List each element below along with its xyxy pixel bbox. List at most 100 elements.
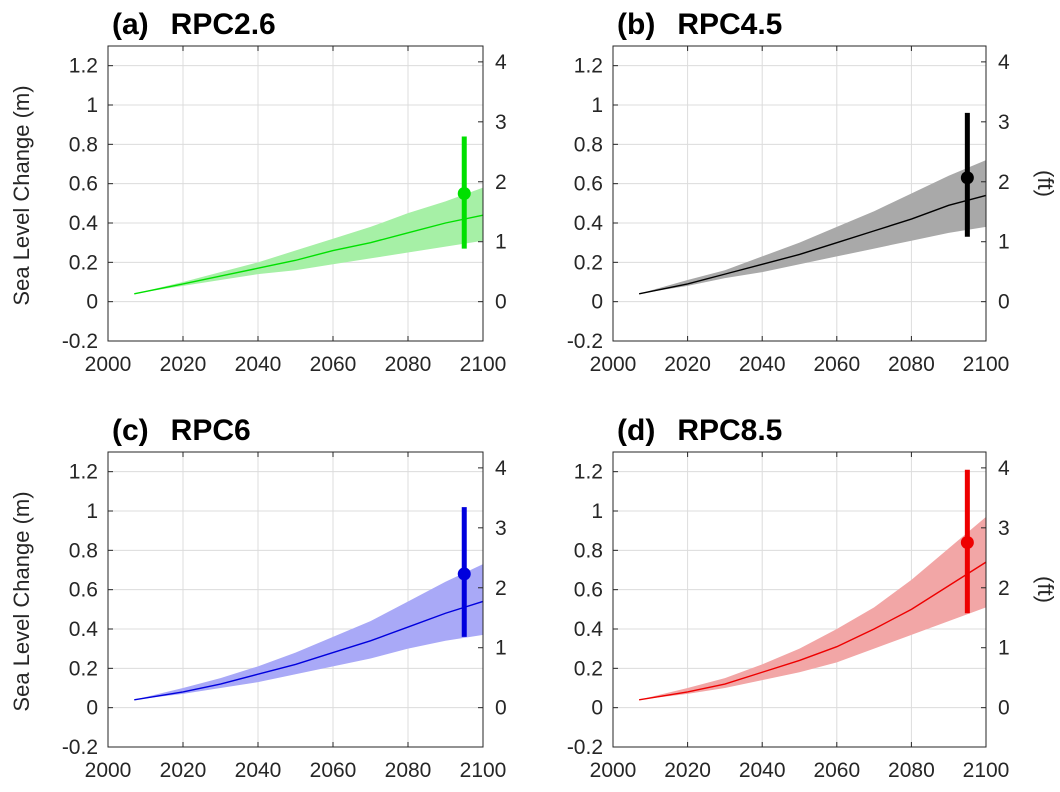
median-marker: [457, 187, 471, 200]
panel-tag: (b): [617, 8, 655, 41]
y2-tick-label: 0: [998, 697, 1010, 720]
y-tick-label: 0.4: [574, 212, 604, 235]
x-tick-label: 2040: [235, 353, 282, 376]
y2-tick-label: 0: [495, 697, 507, 720]
y-tick-label: 0.6: [574, 173, 603, 196]
axes-box: [107, 45, 484, 342]
y2-tick-label: 4: [495, 457, 507, 480]
y-tick-label: 1.2: [574, 55, 603, 78]
y2-tick-label: 1: [998, 231, 1010, 254]
y-tick-label: 1: [591, 500, 603, 523]
x-tick-label: 2060: [813, 353, 860, 376]
y-tick-label: 0.2: [574, 657, 603, 680]
y-tick-label: 0.2: [574, 251, 603, 274]
y-tick-label: -0.2: [567, 330, 603, 353]
panel-tag: (d): [617, 414, 655, 447]
panel-a: 2000 2020 2040 2060 2080 2100 -0.2 0 0.2 0.4 0.6 0.…: [9, 8, 507, 376]
y2-tick-label: 0: [998, 291, 1010, 314]
y-tick-label: 1: [86, 500, 98, 523]
y-tick-label: 0.8: [69, 133, 98, 156]
y2-tick-label: 1: [495, 231, 507, 254]
y-tick-label: 0.4: [69, 212, 99, 235]
panel-scenario: RPC8.5: [677, 414, 782, 447]
y2-tick-label: 3: [495, 517, 507, 540]
panel-tag: (c): [112, 414, 149, 447]
y-tick-label: 0: [86, 291, 98, 314]
y2-tick-label: 2: [998, 171, 1010, 194]
plot-area: [108, 46, 483, 341]
tick-marks: [107, 46, 484, 342]
panel-d: 2000 2020 2040 2060 2080 2100 -0.2 0 0.2 0.4 0.6 0.…: [567, 414, 1058, 782]
y-tick-label: 0.8: [574, 133, 603, 156]
panel-title: (a) RPC2.6: [112, 8, 276, 41]
median-marker: [457, 567, 471, 581]
uncertainty-band: [134, 564, 483, 700]
y2-tick-label: 3: [998, 111, 1010, 134]
tick-marks: [107, 452, 484, 748]
y-tick-label: -0.2: [62, 736, 98, 759]
x-tick-label: 2000: [590, 353, 637, 376]
x-tick-label: 2080: [385, 353, 432, 376]
y2-tick-label: 4: [998, 51, 1010, 74]
axes-box: [107, 451, 484, 748]
panel-title: (c) RPC6: [112, 414, 251, 447]
median-line: [638, 561, 987, 701]
uncertainty-band: [639, 516, 986, 700]
y2-tick-label: 2: [495, 171, 507, 194]
y-tick-label: 0.8: [69, 539, 98, 562]
y-tick-label: 0.6: [574, 579, 603, 602]
x-tick-label: 2000: [85, 353, 132, 376]
x-tick-label: 2100: [460, 759, 507, 782]
panel-scenario: RPC4.5: [677, 8, 782, 41]
x-tick-label: 2000: [85, 759, 132, 782]
y-tick-label: 1.2: [69, 461, 98, 484]
axes-box: [612, 451, 987, 748]
x-tick-label: 2080: [888, 759, 935, 782]
y2-tick-label: 3: [998, 517, 1010, 540]
y-tick-label: 1.2: [69, 55, 98, 78]
tick-marks: [612, 452, 987, 748]
x-tick-label: 2020: [664, 353, 711, 376]
x-tick-label: 2040: [739, 759, 786, 782]
y-tick-label: 0.6: [69, 173, 98, 196]
median-line: [134, 214, 484, 295]
x-tick-label: 2060: [310, 759, 357, 782]
panel-tag: (a): [112, 8, 149, 41]
y2-tick-label: 4: [998, 457, 1010, 480]
panel-title: (b) RPC4.5: [617, 8, 782, 41]
x-tick-label: 2100: [963, 759, 1010, 782]
y2-axis-label: (ft): [1033, 170, 1058, 197]
y2-tick-label: 2: [495, 577, 507, 600]
y2-axis-label: (ft): [1033, 576, 1058, 603]
y-tick-label: 0.6: [69, 579, 98, 602]
y-tick-label: 0.8: [574, 539, 603, 562]
x-tick-label: 2020: [160, 353, 207, 376]
x-tick-label: 2080: [385, 759, 432, 782]
panel-scenario: RPC6: [171, 414, 251, 447]
median-line: [134, 600, 484, 701]
x-tick-label: 2000: [590, 759, 637, 782]
panel-b: 2000 2020 2040 2060 2080 2100 -0.2 0 0.2 0.4 0.6 0.…: [567, 8, 1058, 376]
y2-tick-label: 0: [495, 291, 507, 314]
panel-scenario: RPC2.6: [171, 8, 276, 41]
panel-c: 2000 2020 2040 2060 2080 2100 -0.2 0 0.2 0.4 0.6 0.…: [9, 414, 507, 782]
median-marker: [960, 535, 974, 549]
y2-tick-label: 4: [495, 51, 507, 74]
y-axis-label: Sea Level Change (m): [9, 85, 34, 305]
y2-tick-label: 1: [495, 637, 507, 660]
uncertainty-band: [134, 187, 483, 294]
y-tick-label: 0.2: [69, 251, 98, 274]
y2-tick-label: 1: [998, 637, 1010, 660]
x-tick-label: 2040: [739, 353, 786, 376]
x-tick-label: 2060: [310, 353, 357, 376]
x-tick-label: 2040: [235, 759, 282, 782]
y-tick-label: 1.2: [574, 461, 603, 484]
axes-box: [612, 45, 987, 342]
x-tick-label: 2100: [963, 353, 1010, 376]
x-tick-label: 2020: [160, 759, 207, 782]
y-tick-label: 1: [591, 94, 603, 117]
uncertainty-band: [639, 160, 986, 294]
y-tick-label: -0.2: [567, 736, 603, 759]
y-tick-label: 0: [591, 697, 603, 720]
